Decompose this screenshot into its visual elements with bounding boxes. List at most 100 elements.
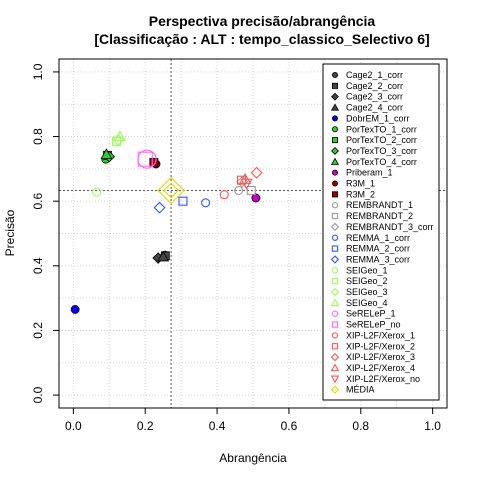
legend-marker xyxy=(331,234,339,241)
mean-point xyxy=(157,176,185,205)
y-tick-label: 0.6 xyxy=(31,193,45,210)
legend-marker xyxy=(331,82,338,89)
legend-marker xyxy=(330,222,340,232)
data-point xyxy=(219,190,229,200)
legend-label: R3M_1 xyxy=(346,179,375,189)
data-point xyxy=(178,196,188,206)
data-point xyxy=(149,158,159,167)
y-tick-label: 0.2 xyxy=(31,322,45,339)
data-point xyxy=(238,172,252,184)
x-tick-label: 0.0 xyxy=(65,419,82,433)
y-axis-label: Precisão xyxy=(3,209,17,256)
data-point xyxy=(240,178,253,190)
legend-label: PorTexTO_4_corr xyxy=(346,157,417,167)
data-point xyxy=(137,151,153,167)
y-tick-label: 0.8 xyxy=(31,128,45,145)
legend-marker xyxy=(330,298,340,307)
legend-label: XIP-L2F/Xerox_1 xyxy=(346,330,415,340)
mean-point xyxy=(163,182,180,199)
legend-label: DobrEM_1_corr xyxy=(346,113,410,123)
legend-marker xyxy=(331,343,339,350)
chart-title-line2: [Classificação : ALT : tempo_classico_Se… xyxy=(94,31,429,47)
legend-label: REMMA_2_corr xyxy=(346,244,410,254)
legend-marker xyxy=(331,191,338,198)
legend-label: REMBRANDT_2 xyxy=(346,211,413,221)
legend-label: REMBRANDT_1 xyxy=(346,200,413,210)
legend-label: XIP-L2F/Xerox_2 xyxy=(346,341,415,351)
legend-label: XIP-L2F/Xerox_no xyxy=(346,374,420,384)
legend-label: SEIGeo_1 xyxy=(346,265,388,275)
data-point xyxy=(100,148,113,159)
legend-marker xyxy=(330,352,340,362)
data-point xyxy=(112,133,125,146)
data-point xyxy=(157,250,170,262)
data-point xyxy=(70,305,80,314)
legend-label: SEIGeo_4 xyxy=(346,298,388,308)
legend-label: Cage2_4_corr xyxy=(346,103,403,113)
legend: Cage2_1_corrCage2_2_corrCage2_3_corrCage… xyxy=(322,63,440,401)
legend-marker xyxy=(330,103,340,111)
x-tick-label: 0.2 xyxy=(137,419,154,433)
legend-label: SeRELeP_no xyxy=(346,320,401,330)
data-point xyxy=(113,130,127,142)
legend-label: Cage2_1_corr xyxy=(346,70,403,80)
x-tick-label: 1.0 xyxy=(424,419,441,433)
y-tick-label: 0.4 xyxy=(31,257,45,274)
y-tick-label: 1.0 xyxy=(31,63,45,80)
legend-marker xyxy=(330,375,340,384)
legend-marker xyxy=(331,137,338,144)
legend-marker xyxy=(331,321,339,328)
x-tick-label: 0.6 xyxy=(281,419,298,433)
legend-label: SEIGeo_2 xyxy=(346,276,388,286)
legend-label: SeRELeP_1 xyxy=(346,309,396,319)
plot-frame xyxy=(58,58,448,409)
legend-label: Priberam_1 xyxy=(346,168,393,178)
legend-marker xyxy=(331,126,338,133)
legend-marker xyxy=(331,245,339,252)
data-point xyxy=(234,185,244,196)
legend-label: Cage2_2_corr xyxy=(346,81,403,91)
legend-marker xyxy=(331,310,339,317)
data-point xyxy=(246,185,256,196)
data-point xyxy=(201,198,211,208)
data-point xyxy=(250,166,263,179)
legend-marker xyxy=(330,287,340,297)
legend-label: MÉDIA xyxy=(346,385,375,395)
x-tick-label: 0.4 xyxy=(209,419,226,433)
legend-marker xyxy=(331,332,339,339)
legend-label: R3M_2 xyxy=(346,189,375,199)
chart-title-line1: Perspectiva precisão/abrangência xyxy=(149,13,376,29)
legend-marker xyxy=(331,267,339,274)
x-tick-label: 0.8 xyxy=(352,419,369,433)
data-point xyxy=(92,187,102,197)
legend-label: XIP-L2F/Xerox_3 xyxy=(346,352,415,362)
legend-marker xyxy=(331,115,338,122)
legend-marker xyxy=(330,157,340,165)
legend-label: XIP-L2F/Xerox_4 xyxy=(346,363,415,373)
legend-label: SEIGeo_3 xyxy=(346,287,388,297)
legend-label: PorTexTO_3_corr xyxy=(346,146,417,156)
legend-marker xyxy=(331,212,339,220)
x-axis-ticks: 0.0 0.2 0.4 0.6 0.8 1.0 xyxy=(65,408,441,433)
reference-lines xyxy=(59,59,447,408)
legend-marker xyxy=(330,385,340,394)
y-axis-ticks: 0.0 0.2 0.4 0.6 0.8 1.0 xyxy=(31,63,59,403)
legend-label: REMBRANDT_3_corr xyxy=(346,222,434,232)
legend-label: PorTexTO_2_corr xyxy=(346,135,417,145)
legend-marker xyxy=(330,363,340,372)
legend-marker xyxy=(331,277,339,285)
legend-label: PorTexTO_1_corr xyxy=(346,124,417,134)
legend-label: Cage2_3_corr xyxy=(346,92,403,102)
legend-marker xyxy=(331,92,339,101)
data-point xyxy=(236,175,247,185)
x-axis-label: Abrangência xyxy=(219,451,287,465)
data-points xyxy=(70,130,263,314)
legend-marker xyxy=(331,180,338,187)
legend-box xyxy=(322,63,440,401)
legend-label: REMMA_3_corr xyxy=(346,254,410,264)
legend-marker xyxy=(330,255,340,264)
legend-label: REMMA_1_corr xyxy=(346,233,410,243)
legend-marker xyxy=(331,202,339,209)
y-tick-label: 0.0 xyxy=(31,386,45,403)
